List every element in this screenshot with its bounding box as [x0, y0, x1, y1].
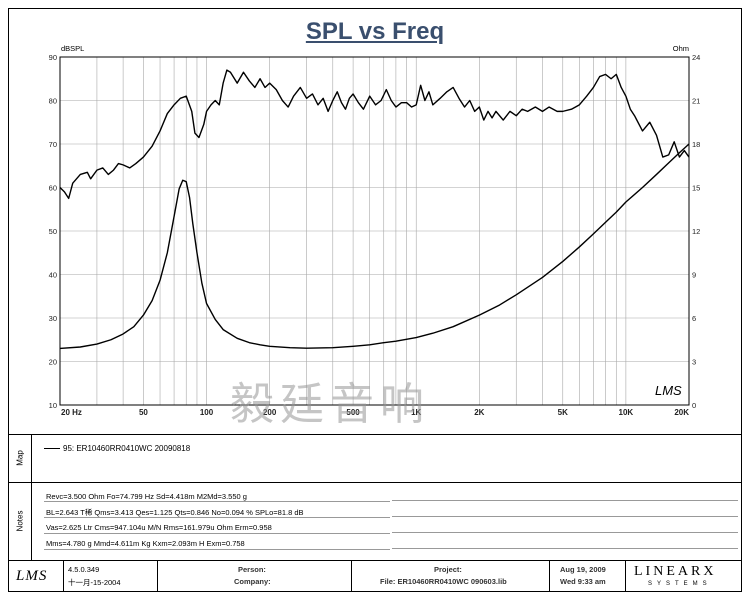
- note-rule: [44, 549, 390, 550]
- right-tick-label: 9: [692, 271, 696, 280]
- print-date: Aug 19, 2009: [560, 565, 606, 574]
- x-tick-label: 100: [200, 408, 214, 417]
- notes-section: [8, 482, 742, 560]
- spl-line: [59, 69, 690, 200]
- right-tick-label: 6: [692, 314, 696, 323]
- note-rule: [44, 517, 390, 518]
- right-tick-label: 21: [692, 97, 700, 106]
- lms-logo: LMS: [16, 568, 48, 584]
- x-tick-label: 2K: [474, 408, 484, 417]
- chart-title: SPL vs Freq: [305, 18, 445, 45]
- x-tick-label: 5K: [558, 408, 568, 417]
- note-line-1: Revc=3.500 Ohm Fo=74.799 Hz Sd=4.418m M2…: [46, 492, 247, 501]
- watermark: 毅廷音响: [230, 379, 430, 430]
- x-tick-label: 1K: [411, 408, 421, 417]
- note-line-2: BL=2.643 T稀 Qms=3.413 Qes=1.125 Qts=0.84…: [46, 508, 304, 517]
- left-tick-label: 80: [49, 97, 57, 106]
- map-section: [8, 434, 742, 482]
- project-label: Project:: [434, 565, 462, 574]
- left-tick-label: 60: [49, 184, 57, 193]
- right-axis-label: Ohm: [673, 44, 689, 53]
- map-side-label-box: Map: [8, 434, 32, 482]
- right-tick-label: 24: [692, 53, 700, 62]
- person-label: Person:: [238, 565, 266, 574]
- left-tick-label: 50: [49, 227, 57, 236]
- x-tick-label: 20K: [674, 408, 689, 417]
- note-rule: [392, 548, 738, 549]
- lms-corner-mark: LMS: [655, 383, 682, 398]
- left-axis-label: dBSPL: [61, 44, 84, 53]
- map-side-label: Map: [15, 450, 24, 466]
- plot-area-border: [59, 56, 690, 406]
- company-label: Company:: [234, 577, 271, 586]
- x-tick-label: 50: [139, 408, 148, 417]
- footer-version-cell: 4.5.0.349 十一月-15-2004: [64, 561, 158, 592]
- notes-side-label-box: Notes: [8, 482, 32, 560]
- left-tick-label: 20: [49, 358, 57, 367]
- footer-brand-cell: LINEARX SYSTEMS: [626, 561, 742, 592]
- note-line-3: Vas=2.625 Ltr Cms=947.104u M/N Rms=161.9…: [46, 523, 272, 532]
- linearx-logo: LINEARX: [634, 564, 717, 579]
- map-entry-text: 95: ER10460RR0410WC 20090818: [63, 444, 191, 453]
- left-tick-label: 30: [49, 314, 57, 323]
- footer-person-cell: Person: Company:: [158, 561, 352, 592]
- right-tick-label: 12: [692, 227, 700, 236]
- footer-project-cell: Project: File: ER10460RR0410WC 090603.li…: [352, 561, 550, 592]
- left-tick-label: 40: [49, 271, 57, 280]
- map-legend-entry: 95: ER10460RR0410WC 20090818: [44, 444, 190, 453]
- note-rule: [392, 500, 738, 501]
- left-tick-label: 10: [49, 401, 57, 410]
- left-tick-label: 70: [49, 140, 57, 149]
- notes-side-label: Notes: [15, 510, 24, 532]
- left-tick-label: 90: [49, 53, 57, 62]
- right-tick-label: 18: [692, 140, 700, 149]
- note-rule: [44, 501, 390, 502]
- right-tick-label: 15: [692, 184, 700, 193]
- x-tick-label: 10K: [619, 408, 634, 417]
- note-rule: [44, 533, 390, 534]
- note-rule: [392, 516, 738, 517]
- document-frame: [8, 8, 742, 592]
- note-line-4: Mms=4.780 g Mmd=4.611m Kg Kxm=2.093m H E…: [46, 539, 245, 548]
- software-date: 十一月-15-2004: [68, 578, 121, 587]
- footer-date-cell: Aug 19, 2009 Wed 9:33 am: [550, 561, 626, 592]
- print-time: Wed 9:33 am: [560, 577, 606, 586]
- line-swatch-icon: [44, 448, 60, 449]
- file-name: File: ER10460RR0410WC 090603.lib: [380, 577, 507, 586]
- x-tick-label: 200: [263, 408, 277, 417]
- x-tick-label: 20 Hz: [61, 408, 82, 417]
- x-tick-label: 500: [346, 408, 360, 417]
- linearx-systems: SYSTEMS: [648, 581, 712, 587]
- right-tick-label: 0: [692, 401, 696, 410]
- impedance-line: [59, 143, 690, 350]
- software-version: 4.5.0.349: [68, 565, 100, 574]
- right-tick-label: 3: [692, 358, 696, 367]
- note-rule: [392, 532, 738, 533]
- footer-bar: LMS 4.5.0.349 十一月-15-2004 Person: Compan…: [8, 560, 742, 592]
- footer-logo-cell: LMS: [8, 561, 64, 592]
